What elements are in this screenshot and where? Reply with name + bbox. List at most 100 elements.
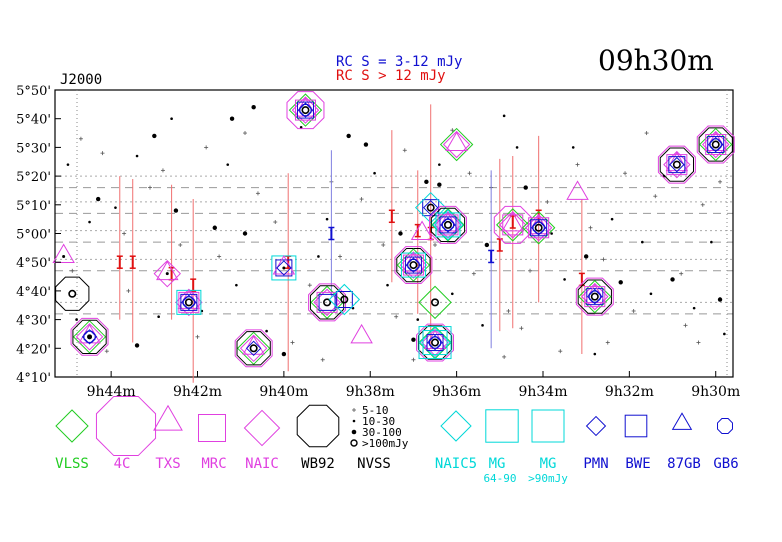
vlss-dia-symbol <box>55 409 89 443</box>
nvss-dot <box>723 332 726 336</box>
fourc-oct-symbol <box>416 323 455 362</box>
nvss-cross <box>528 268 533 273</box>
nvss-dot <box>114 206 117 209</box>
legend-label: NVSS <box>357 456 391 472</box>
radio-source <box>394 246 433 285</box>
pmn-dia-symbol <box>245 340 262 357</box>
fourc-oct-symbol <box>394 246 433 285</box>
vlss-dia-symbol <box>431 208 465 242</box>
gb6-oct-symbol <box>441 218 455 231</box>
pmn-dia-symbol <box>708 136 724 153</box>
nvss-cross <box>506 308 511 313</box>
mrc-sq-symbol <box>178 291 200 313</box>
vlss-dia-symbol <box>521 211 556 245</box>
nvss-dot <box>75 318 78 321</box>
vlss-dia-symbol <box>72 320 107 354</box>
naic-dia-symbol <box>499 211 527 239</box>
nvss-dot <box>450 292 454 296</box>
fourc-oct-symbol <box>286 91 325 130</box>
radio-source <box>328 283 361 316</box>
rc-bar <box>578 199 585 355</box>
nvss-dot <box>251 105 256 110</box>
scan-lines <box>55 175 733 315</box>
legend-label: MG <box>540 456 557 472</box>
nvss-dot <box>550 232 553 235</box>
nvss-dot <box>610 217 614 221</box>
nvss-cross <box>122 231 127 236</box>
legend-label: MRC <box>201 456 226 472</box>
nvss-ring <box>340 295 349 304</box>
nvss-ring <box>431 298 440 307</box>
rc-bar <box>388 130 395 283</box>
nvss-cross <box>718 179 723 184</box>
nvss-cross <box>502 354 507 359</box>
mrc-sq-symbol <box>502 214 524 236</box>
gb6-oct-symbol <box>588 290 601 303</box>
txs-tri-symbol <box>153 404 183 431</box>
radio-source <box>566 180 589 200</box>
nvss-dot <box>229 116 235 121</box>
pmn-dia-symbol <box>669 156 685 173</box>
nvss-dot <box>325 217 329 221</box>
catalog-legend: VLSS 4C TXS MRC NAIC WB92 5-1010-3030-100>100m… <box>55 395 739 485</box>
bwe-sq-symbol <box>624 414 648 438</box>
nvss-ring <box>426 203 435 212</box>
legend-label: 87GB <box>667 456 701 472</box>
nvss-dot <box>95 196 101 202</box>
y-tick-label: 5°50' <box>16 84 51 99</box>
fourc-oct-symbol <box>70 317 109 356</box>
rc-bar <box>116 176 123 320</box>
nvss-dot <box>641 240 644 244</box>
radio-source <box>410 220 434 240</box>
nvss-cross <box>411 357 416 362</box>
nvss-cross <box>273 220 278 225</box>
nvss-ring <box>443 220 452 229</box>
legend-label: GB6 <box>713 456 738 472</box>
y-axis: 4°10' 4°20' 4°30' 4°40' 4°50' 5°00' 5°10' 5°20'… <box>16 84 61 386</box>
wb92-symbol <box>698 127 733 162</box>
nvss-cross <box>575 162 580 167</box>
legend-label: BWE <box>625 456 650 472</box>
bwe-sq-symbol <box>707 136 725 154</box>
nvss-dot <box>502 114 506 118</box>
naic-dia-symbol <box>239 334 268 363</box>
nvss-dot <box>346 133 351 139</box>
radio-source <box>657 145 696 184</box>
x-tick-label: 9h34m <box>518 384 567 400</box>
wb92-symbol <box>296 404 340 448</box>
gb6-oct-symbol <box>407 259 420 272</box>
nvss-cross <box>558 349 563 354</box>
radio-source <box>575 277 614 316</box>
x-axis: 9h44m 9h42m 9h40m 9h38m 9h36m 9h34m 9h32m 9h30m <box>87 371 740 400</box>
nvss-dot <box>317 255 320 258</box>
nvss-cross <box>381 242 386 247</box>
nvss-cross <box>100 151 105 156</box>
radio-source <box>416 323 455 362</box>
fourc-oct-symbol <box>696 125 735 164</box>
rc-bar <box>496 158 503 332</box>
mrc-sq-symbol <box>528 217 550 239</box>
nvss-dot <box>170 117 173 120</box>
nvss-ring <box>323 298 332 307</box>
nvss-dot <box>88 220 91 224</box>
nvss-dot <box>226 163 230 166</box>
radio-source <box>429 205 467 244</box>
wb92-symbol <box>309 285 345 320</box>
nvss-cross <box>471 271 476 276</box>
gb87-tri-symbol <box>671 412 693 430</box>
nvss-key-dot <box>351 429 357 435</box>
nvss-cross <box>320 357 325 362</box>
nvss-dot <box>265 329 268 333</box>
naic-dia-symbol <box>524 214 553 242</box>
txs-tri-symbol <box>445 131 468 152</box>
nvss-size-label: 30-100 <box>362 426 402 439</box>
nvss-cross <box>683 323 688 328</box>
y-tick-label: 4°20' <box>16 342 51 357</box>
y-tick-label: 5°30' <box>16 141 51 156</box>
nvss-dot <box>235 283 238 287</box>
wb92-symbol <box>659 147 694 182</box>
nvss-dot <box>299 126 303 129</box>
x-tick-label: 9h42m <box>173 384 222 400</box>
nvss-dot <box>416 318 420 321</box>
pmn-dia-symbol <box>181 294 197 311</box>
